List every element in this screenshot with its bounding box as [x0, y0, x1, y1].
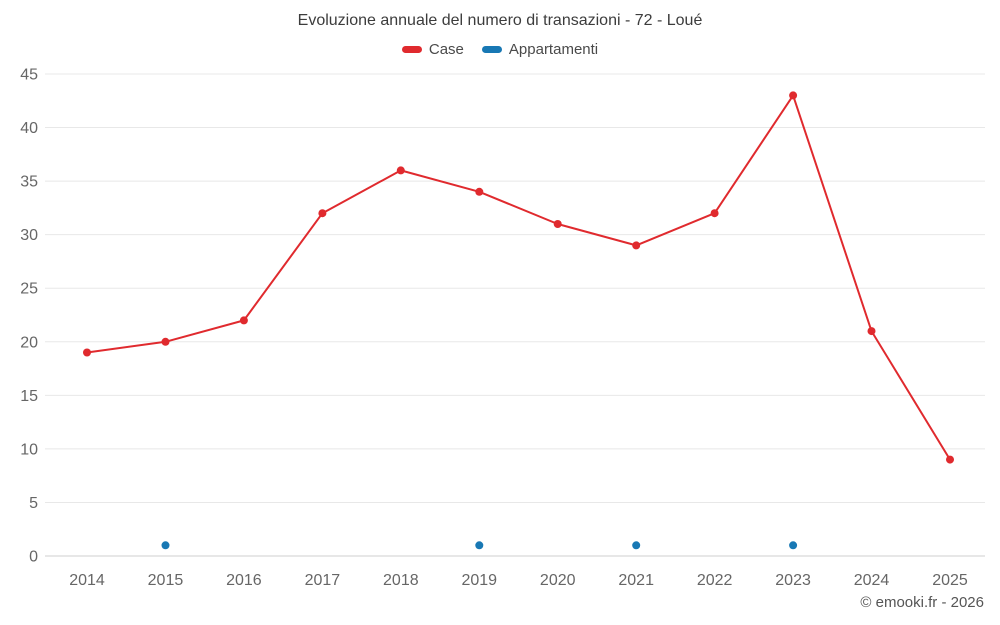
case-point[interactable]: [318, 209, 327, 218]
x-axis-label: 2023: [775, 572, 811, 589]
appartamenti-point[interactable]: [161, 541, 170, 550]
case-point[interactable]: [946, 455, 954, 464]
x-axis-label: 2018: [383, 572, 419, 589]
chart-title: Evoluzione annuale del numero di transaz…: [297, 12, 703, 29]
case-point[interactable]: [475, 187, 484, 196]
x-axis-label: 2025: [932, 572, 968, 589]
y-axis-label: 20: [20, 334, 38, 351]
chart-legend: Case Appartamenti: [0, 41, 1000, 58]
case-point[interactable]: [789, 91, 798, 100]
y-axis-label: 30: [20, 227, 38, 244]
x-axis-label: 2022: [697, 572, 733, 589]
case-point[interactable]: [632, 241, 641, 250]
case-point[interactable]: [83, 348, 91, 357]
x-axis-label: 2015: [148, 572, 184, 589]
y-axis-label: 15: [20, 388, 38, 405]
case-point[interactable]: [161, 337, 170, 346]
x-axis-label: 2019: [461, 572, 497, 589]
legend-item-case[interactable]: Case: [401, 41, 464, 58]
x-axis-label: 2021: [618, 572, 654, 589]
chart-footer: © emooki.fr - 2026: [860, 594, 984, 611]
y-axis-label: 0: [29, 549, 38, 566]
legend-label-appartamenti: Appartamenti: [508, 41, 599, 58]
x-axis-label: 2016: [226, 572, 262, 589]
case-point[interactable]: [239, 316, 248, 325]
case-point[interactable]: [553, 220, 562, 228]
y-axis-label: 35: [20, 174, 38, 191]
y-axis-label: 40: [20, 120, 38, 137]
legend-label-case: Case: [428, 41, 464, 58]
appartamenti-point[interactable]: [475, 541, 484, 550]
case-point[interactable]: [396, 166, 405, 175]
case-point[interactable]: [867, 327, 876, 336]
y-axis-label: 10: [20, 441, 38, 458]
appartamenti-point[interactable]: [789, 541, 798, 550]
legend-swatch-appartamenti: [481, 46, 502, 53]
legend-item-appartamenti[interactable]: Appartamenti: [481, 41, 599, 58]
x-axis-label: 2017: [305, 572, 341, 589]
case-line: [86, 94, 951, 461]
x-axis-label: 2014: [69, 572, 105, 589]
case-point[interactable]: [710, 209, 719, 218]
y-axis-label: 45: [20, 67, 38, 84]
x-axis-label: 2024: [854, 572, 890, 589]
y-axis-label: 5: [29, 495, 38, 512]
y-axis-label: 25: [20, 281, 38, 298]
x-axis-label: 2020: [540, 572, 576, 589]
appartamenti-point[interactable]: [632, 541, 641, 550]
legend-swatch-case: [401, 46, 422, 53]
